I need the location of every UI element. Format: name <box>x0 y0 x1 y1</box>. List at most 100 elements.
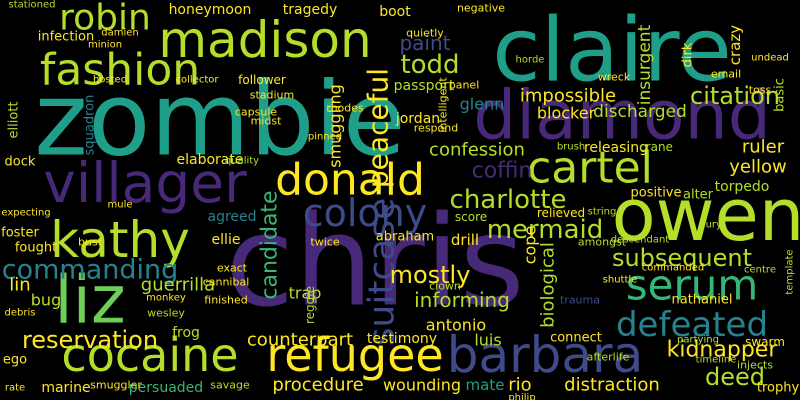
word: expecting <box>1 208 50 219</box>
word: respond <box>414 122 458 135</box>
word: clown <box>429 280 461 293</box>
word: monkey <box>146 293 186 304</box>
word: score <box>455 210 487 224</box>
word: coffin <box>472 159 533 184</box>
word: donald <box>275 155 425 206</box>
word: trophy <box>757 381 800 396</box>
word: counterpart <box>247 330 353 351</box>
word: fought <box>15 241 57 256</box>
word: undead <box>751 53 789 64</box>
word: distraction <box>564 375 660 396</box>
word: ellie <box>212 232 241 248</box>
word: string <box>588 207 617 218</box>
word: quietly <box>406 27 444 40</box>
word: informing <box>414 288 510 312</box>
word: relieved <box>537 206 585 220</box>
word: kidnapper <box>667 338 779 363</box>
word: cocaine <box>61 328 238 382</box>
word: refugee <box>266 328 443 382</box>
word: releasing <box>584 140 648 156</box>
word: cannibal <box>203 276 250 289</box>
word: abraham <box>376 230 434 245</box>
word: suitcase <box>362 198 403 346</box>
word: nathaniel <box>672 293 733 308</box>
word: candidate <box>258 190 283 299</box>
word: savage <box>210 379 250 392</box>
word: guerrilla <box>141 275 215 296</box>
word: rate <box>5 383 25 394</box>
word: centre <box>744 265 776 276</box>
word: charlotte <box>450 185 567 215</box>
word: alter <box>683 188 714 203</box>
word: stationed <box>9 0 56 11</box>
word: passport <box>394 78 455 94</box>
word: amongst <box>578 236 627 249</box>
word: cope <box>521 226 540 265</box>
word: mermaid <box>487 215 604 245</box>
word: elliott <box>7 102 22 139</box>
word: ego <box>3 353 27 368</box>
word: lin <box>9 275 30 296</box>
word: partying <box>677 335 719 346</box>
word: citation <box>690 82 780 110</box>
word: email <box>711 68 741 81</box>
word: rhodes <box>326 102 364 115</box>
word: crane <box>639 140 673 154</box>
word: defeated <box>616 305 768 345</box>
word: philip <box>508 393 535 400</box>
word: antonio <box>426 316 486 335</box>
word: torpedo <box>715 179 770 195</box>
word: twice <box>310 236 339 249</box>
word: afterlife <box>587 351 630 364</box>
word: barbara <box>447 326 644 384</box>
word: colony <box>303 191 428 235</box>
word: zombie <box>34 61 405 180</box>
word: smuggling <box>326 84 345 168</box>
word: minion <box>88 40 122 51</box>
word: negative <box>457 2 505 15</box>
word: trauma <box>560 294 600 307</box>
word: hosted <box>93 75 127 86</box>
word: commanding <box>2 255 179 286</box>
word: swarm <box>745 335 785 349</box>
word: basic <box>773 78 788 112</box>
word: descendant <box>611 235 670 246</box>
word: kathy <box>50 211 190 269</box>
word: confession <box>429 140 525 161</box>
word: fashion <box>40 45 200 96</box>
word: liz <box>54 262 125 339</box>
word: wesley <box>147 307 185 320</box>
word: fury <box>702 220 722 231</box>
word: dirk <box>681 42 696 67</box>
word: ruler <box>742 137 785 158</box>
word: debris <box>5 308 36 319</box>
word: intelligent <box>437 77 450 133</box>
word: timeline <box>696 355 737 366</box>
word: crazy <box>726 25 744 65</box>
word: squadron <box>83 95 98 156</box>
word: glenn <box>460 95 505 114</box>
word: shuttle <box>603 275 638 286</box>
word: yellow <box>729 157 786 178</box>
word: paint <box>399 31 450 55</box>
word: deed <box>705 363 765 391</box>
word: capsule <box>235 106 278 119</box>
word: villager <box>43 151 247 215</box>
word: insurgent <box>635 24 655 105</box>
word: persuaded <box>129 380 203 396</box>
word: boot <box>379 4 411 20</box>
word: collector <box>176 75 220 86</box>
word: smuggler <box>90 379 142 392</box>
word: subsequent <box>612 244 752 272</box>
word: damien <box>101 28 139 39</box>
word: quality <box>225 156 259 167</box>
word: serum <box>626 261 759 310</box>
word: horde <box>516 55 545 66</box>
word: mostly <box>390 261 471 289</box>
word: cartel <box>527 143 653 194</box>
word: mule <box>107 200 132 211</box>
word: claire <box>492 0 732 102</box>
word: agreed <box>207 209 256 225</box>
word: template <box>785 249 796 294</box>
